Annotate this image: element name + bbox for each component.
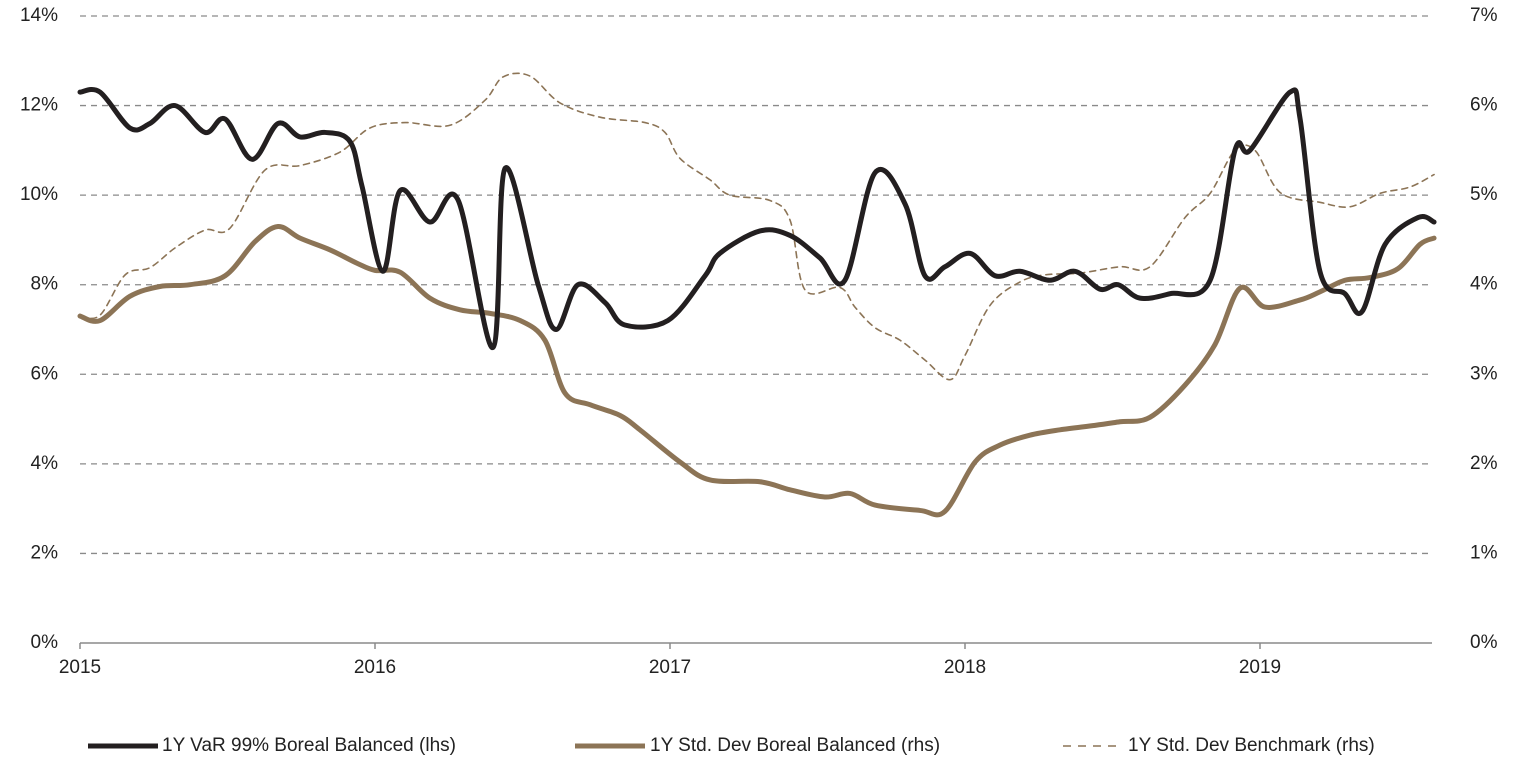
y-tick-label: 12%: [20, 95, 58, 116]
legend-label: 1Y Std. Dev Benchmark (rhs): [1128, 735, 1375, 756]
x-tick-label: 2016: [354, 657, 396, 678]
y2-tick-label: 7%: [1470, 5, 1498, 26]
y-tick-label: 14%: [20, 5, 58, 26]
x-tick-label: 2018: [944, 657, 986, 678]
y2-tick-label: 5%: [1470, 184, 1498, 205]
y-tick-label: 10%: [20, 184, 58, 205]
y-tick-label: 8%: [31, 274, 59, 295]
x-tick-label: 2019: [1239, 657, 1281, 678]
y2-tick-label: 1%: [1470, 542, 1498, 563]
series-line: [79, 72, 1435, 381]
x-tick-label: 2015: [59, 657, 101, 678]
y-tick-label: 4%: [31, 453, 59, 474]
y-tick-label: 0%: [31, 632, 59, 653]
y2-tick-label: 4%: [1470, 274, 1498, 295]
y-tick-label: 2%: [31, 542, 59, 563]
y2-tick-label: 3%: [1470, 363, 1498, 384]
y2-tick-label: 6%: [1470, 95, 1498, 116]
y2-tick-label: 0%: [1470, 632, 1498, 653]
y-tick-label: 6%: [31, 363, 59, 384]
y2-tick-label: 2%: [1470, 453, 1498, 474]
legend-label: 1Y VaR 99% Boreal Balanced (lhs): [162, 735, 456, 756]
series-line: [77, 223, 1437, 518]
series-line: [77, 87, 1437, 350]
legend-label: 1Y Std. Dev Boreal Balanced (rhs): [650, 735, 940, 756]
x-tick-label: 2017: [649, 657, 691, 678]
